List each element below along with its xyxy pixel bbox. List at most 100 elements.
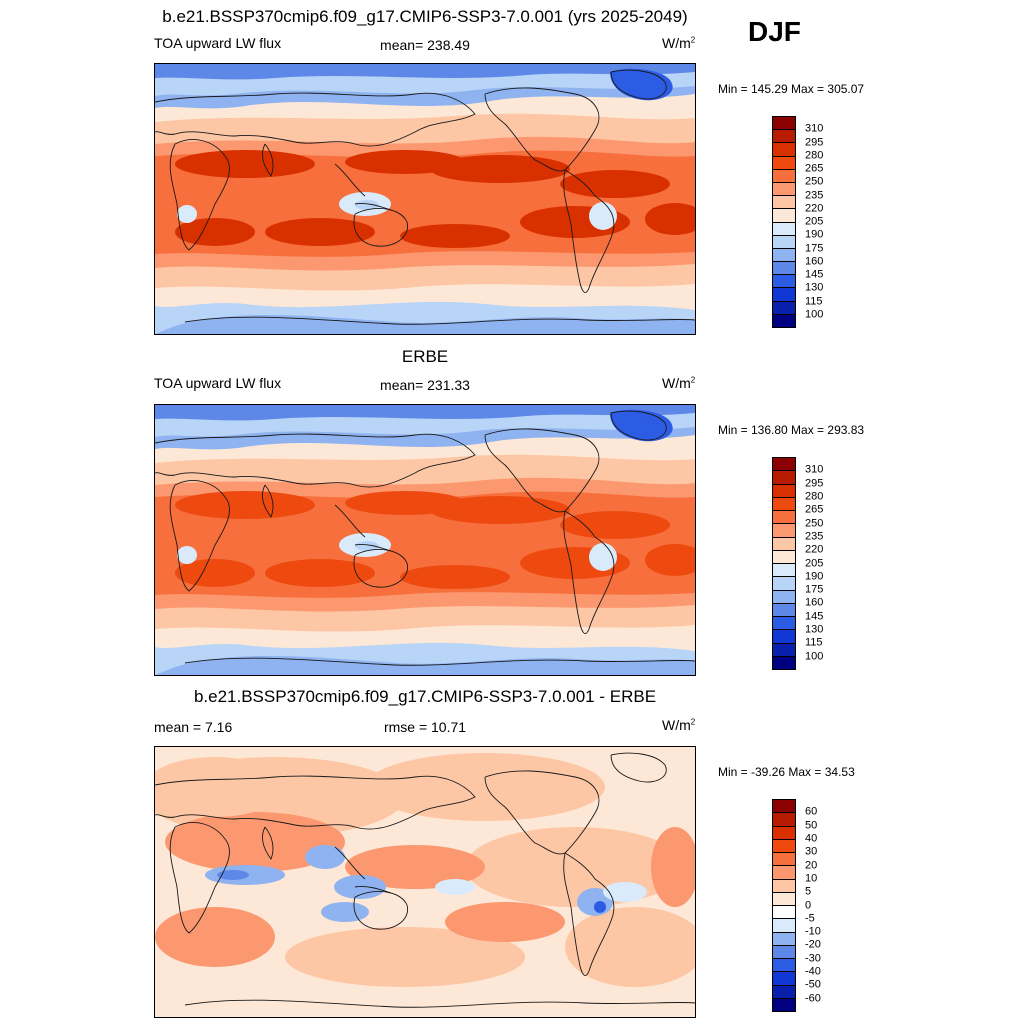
colorbar-box [773,156,795,170]
coastline-path [169,822,230,934]
colorbar-box [773,932,795,946]
colorbar-tick-label: 295 [805,477,824,490]
colorbar-box [773,262,795,276]
colorbar-tick-label: 280 [805,490,824,503]
colorbar-tick-label: 145 [805,610,824,623]
panel-3-units: W/m2 [662,717,696,733]
colorbar-tick-label: -10 [805,925,821,938]
field-contour [355,200,379,210]
field-contour [610,68,673,101]
coastline-path [353,207,409,247]
coastline-path [184,999,695,1008]
field-contour [445,902,565,942]
colorbar-box [773,617,795,631]
colorbar-box [773,169,795,183]
colorbar-box [773,590,795,604]
coastline-path [262,143,274,177]
colorbar-box [773,314,795,327]
colorbar-tick-label: 130 [805,623,824,636]
colorbar-tick-label: 20 [805,859,818,872]
field-contour [345,845,485,889]
field-contour [165,812,345,872]
colorbar-tick-label: 220 [805,202,824,215]
panel-2-map-field [155,405,695,675]
colorbar-tick-label: 250 [805,175,824,188]
coastlines [155,69,695,325]
panel-2-minmax: Min = 136.80 Max = 293.83 [718,423,865,437]
field-contour [594,901,606,913]
colorbar-tick-label: 100 [805,650,824,663]
colorbar-tick-label: 100 [805,308,824,321]
colorbar-box [773,577,795,591]
colorbar-tick-label: 310 [805,463,824,476]
colorbar-box [773,550,795,564]
colorbar-box [773,643,795,657]
field-contour [285,927,525,987]
coastline-path [262,484,274,518]
coastline-path [169,480,230,592]
colorbar-box [773,630,795,644]
colorbar-box [773,537,795,551]
colorbar-tick-label: 175 [805,242,824,254]
field-contour [651,827,695,907]
season-label: DJF [748,16,801,47]
colorbar-tick-label: -60 [805,992,821,1005]
field-contour [175,491,315,519]
field-contour [155,314,695,334]
colorbar-tick-label: 190 [805,228,824,241]
panel-1-title: b.e21.BSSP370cmip6.f09_g17.CMIP6-SSP3-7.… [162,7,688,26]
colorbar-box [773,458,795,472]
field-contour [560,511,670,539]
colorbar-tick-label: 0 [805,899,812,911]
field-contour [305,845,345,869]
field-contour [400,565,510,589]
coastline-path [155,92,476,147]
coastline-path [353,890,409,930]
colorbar-box [773,524,795,538]
colorbar-tick-label: -20 [805,938,821,951]
coastline-path [563,510,615,634]
colorbar-box [773,998,795,1011]
field-contour [155,907,275,967]
colorbar-box [773,143,795,157]
colorbar-tick-label: 220 [805,543,824,556]
panel-3-title: b.e21.BSSP370cmip6.f09_g17.CMIP6-SSP3-7.… [193,687,657,706]
coastline-path [155,433,476,488]
field-contour [177,546,197,564]
panel-2-units: W/m2 [662,375,696,391]
field-contour [155,64,695,80]
field-contour [430,496,570,524]
colorbar-box [773,196,795,210]
colorbar-box [773,826,795,840]
colorbar-tick-label: 145 [805,268,824,281]
colorbar-box [773,972,795,986]
colorbar-tick-label: 115 [805,636,823,649]
coastline-path [610,69,667,100]
colorbar-tick-label: 280 [805,149,824,162]
field-contour [610,409,673,442]
colorbar-tick-label: 5 [805,885,812,898]
coastline-path [610,410,667,441]
coastline-path [184,657,695,666]
colorbar-box [773,866,795,880]
colorbar-box [773,130,795,144]
colorbar-tick-label: 265 [805,503,824,516]
panel-2-map [154,404,696,676]
colorbar-box [773,182,795,197]
panel-2-mean-label: mean= 231.33 [380,377,470,393]
colorbar-tick-label: 160 [805,255,824,268]
panel-3-map-field [155,747,695,1017]
colorbar-box [773,564,795,578]
colorbar-box [773,471,795,485]
colorbar-box [773,800,795,814]
colorbar-box [773,497,795,511]
panel-3-colorbar [772,799,796,1012]
panel-2-title: ERBE [401,347,449,366]
colorbar-box [773,275,795,289]
colorbar-box [773,919,795,933]
field-contour [603,882,647,902]
panel-1-mean-label: mean= 238.49 [380,37,470,53]
field-contour [155,757,285,817]
colorbar-tick-label: -50 [805,978,821,991]
coastline-path [610,752,667,783]
